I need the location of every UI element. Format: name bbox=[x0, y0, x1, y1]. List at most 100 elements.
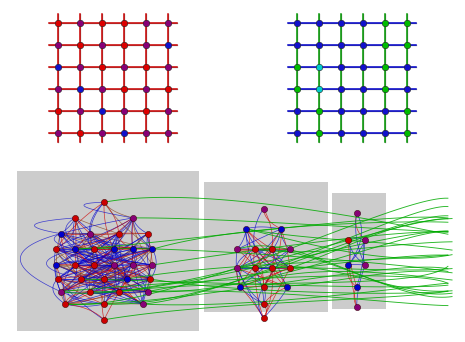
Point bbox=[100, 199, 108, 205]
Point bbox=[115, 289, 122, 294]
Point bbox=[99, 42, 106, 48]
Point bbox=[52, 247, 60, 252]
Point bbox=[99, 131, 106, 136]
Point bbox=[293, 65, 300, 70]
Point bbox=[129, 247, 137, 252]
Point bbox=[54, 42, 62, 48]
Point bbox=[251, 247, 259, 252]
Bar bbox=[204, 182, 328, 312]
Point bbox=[139, 301, 146, 307]
Point bbox=[381, 87, 389, 92]
Point bbox=[359, 65, 366, 70]
Point bbox=[381, 65, 389, 70]
Point bbox=[52, 262, 60, 268]
Point bbox=[403, 42, 411, 48]
Point bbox=[165, 42, 172, 48]
Point bbox=[233, 265, 241, 271]
Point bbox=[286, 265, 294, 271]
Point bbox=[286, 247, 294, 252]
Point bbox=[71, 262, 79, 268]
Point bbox=[124, 276, 131, 282]
Point bbox=[345, 237, 352, 242]
Point bbox=[76, 109, 84, 114]
Point bbox=[142, 87, 150, 92]
Point bbox=[293, 87, 300, 92]
Point bbox=[120, 21, 128, 26]
Point bbox=[403, 65, 411, 70]
Point bbox=[236, 284, 244, 290]
Point bbox=[76, 42, 84, 48]
Point bbox=[269, 247, 276, 252]
Point bbox=[54, 109, 62, 114]
Point bbox=[100, 276, 108, 282]
Point bbox=[359, 42, 366, 48]
Point bbox=[260, 284, 267, 290]
Point bbox=[315, 65, 323, 70]
Point bbox=[142, 109, 150, 114]
Point bbox=[129, 215, 137, 221]
Point bbox=[337, 21, 345, 26]
Point bbox=[361, 237, 369, 242]
Point bbox=[283, 284, 291, 290]
Point bbox=[337, 87, 345, 92]
Point bbox=[120, 65, 128, 70]
Point bbox=[120, 131, 128, 136]
Point bbox=[260, 301, 267, 307]
Point bbox=[381, 21, 389, 26]
Point bbox=[54, 65, 62, 70]
Point bbox=[120, 87, 128, 92]
Point bbox=[77, 276, 85, 282]
Point bbox=[115, 231, 122, 236]
Point bbox=[403, 87, 411, 92]
Point bbox=[76, 131, 84, 136]
Point bbox=[293, 42, 300, 48]
Point bbox=[260, 315, 267, 321]
Point bbox=[62, 301, 69, 307]
Point bbox=[86, 289, 93, 294]
Point bbox=[359, 21, 366, 26]
Point bbox=[165, 131, 172, 136]
Point bbox=[353, 304, 360, 310]
Point bbox=[315, 87, 323, 92]
Point bbox=[260, 206, 267, 211]
Point bbox=[142, 65, 150, 70]
Point bbox=[165, 109, 172, 114]
Point bbox=[381, 42, 389, 48]
Point bbox=[110, 262, 118, 268]
Point bbox=[99, 109, 106, 114]
Point bbox=[403, 109, 411, 114]
Point bbox=[120, 109, 128, 114]
Point bbox=[315, 42, 323, 48]
Point bbox=[165, 65, 172, 70]
Point bbox=[359, 109, 366, 114]
Point bbox=[100, 317, 108, 323]
Point bbox=[54, 131, 62, 136]
Bar bbox=[17, 171, 199, 331]
Point bbox=[99, 21, 106, 26]
Point bbox=[54, 276, 61, 282]
Point bbox=[147, 276, 154, 282]
Point bbox=[293, 131, 300, 136]
Point bbox=[337, 109, 345, 114]
Point bbox=[381, 131, 389, 136]
Point bbox=[54, 21, 62, 26]
Point bbox=[99, 65, 106, 70]
Point bbox=[110, 247, 118, 252]
Point bbox=[251, 265, 259, 271]
Point bbox=[345, 262, 352, 268]
Point bbox=[353, 210, 360, 216]
Point bbox=[381, 109, 389, 114]
Point bbox=[359, 131, 366, 136]
Point bbox=[315, 131, 323, 136]
Point bbox=[359, 87, 366, 92]
Point bbox=[76, 21, 84, 26]
Point bbox=[403, 21, 411, 26]
Point bbox=[337, 42, 345, 48]
Point bbox=[120, 42, 128, 48]
Point bbox=[165, 87, 172, 92]
Point bbox=[71, 215, 79, 221]
Point bbox=[149, 262, 156, 268]
Point bbox=[99, 87, 106, 92]
Point bbox=[57, 289, 64, 294]
Point bbox=[142, 21, 150, 26]
